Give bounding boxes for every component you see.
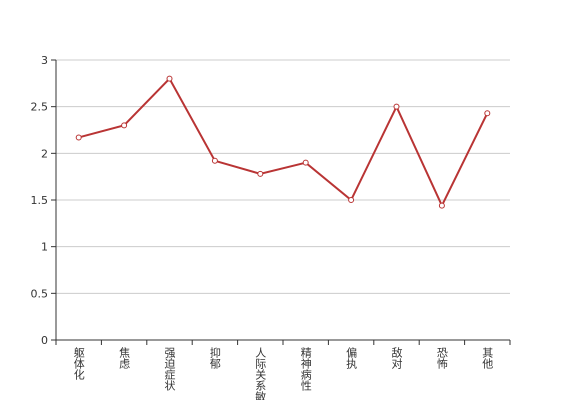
point	[166, 75, 173, 82]
y-tick-label: 2.5	[31, 101, 49, 114]
y-tick-label: 1.5	[31, 194, 49, 207]
x-tick-label: 偏执	[345, 346, 358, 370]
x-tick-label: 敌对	[390, 346, 403, 369]
x-tick-label: 焦虑	[118, 347, 131, 369]
point	[211, 157, 218, 164]
point	[393, 103, 400, 110]
x-tick-label: 躯体化	[72, 347, 85, 381]
x-tick-label: 其他	[481, 347, 494, 369]
point	[302, 159, 309, 166]
y-tick-label: 2	[41, 147, 48, 160]
y-tick-label: 1	[41, 241, 48, 254]
x-tick-label: 强迫症状	[163, 347, 176, 391]
point	[257, 170, 264, 177]
point	[75, 134, 82, 141]
point	[438, 202, 445, 209]
point	[348, 197, 355, 203]
y-tick-label: 0	[41, 334, 48, 347]
x-tick-label: 恐怖	[435, 347, 448, 369]
point	[121, 122, 128, 129]
point	[484, 110, 491, 117]
y-tick-label: 0.5	[31, 287, 49, 300]
y-tick-label: 3	[41, 54, 48, 67]
x-tick-label: 抑郁	[208, 346, 221, 369]
x-tick-label: 人际关系敏感	[254, 347, 267, 400]
x-tick-label: 精神病性	[299, 347, 312, 392]
line	[78, 77, 489, 208]
